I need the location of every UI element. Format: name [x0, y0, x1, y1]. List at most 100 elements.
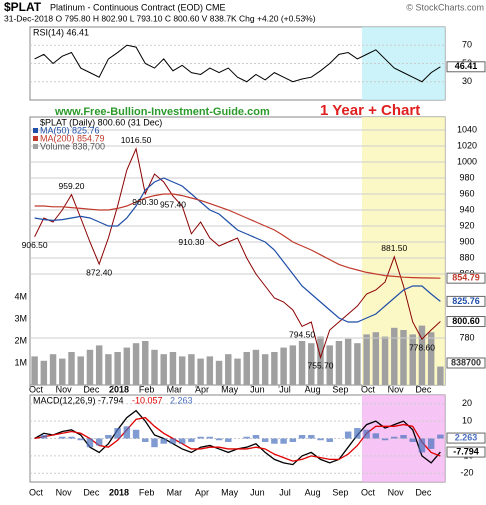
legend-item: $PLAT (Daily) 800.60 (31 Dec) — [40, 117, 162, 127]
volume-bar — [400, 330, 407, 385]
x-tick-label: Oct — [361, 487, 376, 497]
legend-item: -7.794 — [98, 395, 124, 405]
histogram-bar — [252, 435, 260, 439]
histogram-bar — [427, 438, 435, 449]
x-tick-label: Apr — [195, 384, 209, 394]
histogram-bar — [298, 435, 306, 439]
y-tick-label: 780 — [459, 332, 474, 342]
volume-bar — [215, 360, 223, 385]
volume-bar — [95, 345, 103, 385]
y-tick-label: 980 — [459, 172, 474, 182]
x-tick-label: Jul — [279, 384, 291, 394]
value-box — [446, 432, 486, 444]
value-box — [446, 316, 486, 328]
histogram-bar — [68, 436, 75, 439]
histogram-bar — [114, 428, 121, 439]
legend-item: Volume 838,700 — [40, 141, 105, 151]
histogram-bar — [151, 438, 158, 448]
histogram-bar — [169, 438, 177, 444]
x-tick-label: Sep — [332, 384, 348, 394]
volume-bar — [427, 332, 435, 385]
histogram-bar — [271, 438, 278, 444]
histogram-bar — [95, 438, 103, 446]
symbol: $PLAT — [4, 0, 42, 14]
x-tick-label: 2018 — [109, 384, 129, 394]
volume-bar — [243, 352, 250, 385]
x-tick-label: Aug — [305, 487, 321, 497]
x-tick-label: Jul — [279, 487, 291, 497]
x-tick-label: May — [221, 487, 239, 497]
histogram-bar — [317, 438, 324, 441]
volume-bar — [114, 352, 121, 385]
value-label: 46.41 — [455, 61, 478, 71]
volume-bar — [160, 354, 167, 385]
volume-bar — [68, 352, 75, 385]
source: © StockCharts.com — [406, 2, 484, 12]
legend-swatch — [33, 144, 38, 149]
volume-bar — [40, 360, 48, 385]
annotation: 910.30 — [178, 237, 204, 247]
y-tick-label: 70 — [462, 40, 472, 50]
line — [34, 147, 441, 360]
legend-item: MA(200) 854.79 — [40, 133, 105, 143]
watermark: www.Free-Bullion-Investment-Guide.com — [54, 106, 270, 118]
volume-bar — [271, 352, 278, 385]
value-box — [446, 357, 486, 369]
volume-bar — [31, 356, 38, 385]
histogram-bar — [280, 438, 287, 444]
volume-bar — [234, 358, 241, 385]
histogram-bar — [178, 438, 186, 444]
line — [34, 44, 441, 83]
histogram-bar — [372, 433, 380, 439]
volume-tick-label: 2M — [14, 335, 27, 345]
volume-bar — [391, 327, 398, 385]
y-tick-label: 940 — [459, 204, 474, 214]
volume-bar — [132, 343, 140, 385]
volume-bar — [308, 343, 315, 385]
volume-bar — [289, 345, 297, 385]
x-tick-label: Oct — [361, 384, 376, 394]
value-label: 2.263 — [455, 432, 478, 442]
annotation: 872.40 — [86, 267, 112, 277]
value-label: 838700 — [451, 357, 481, 367]
value-label: 800.60 — [452, 316, 480, 326]
volume-bar — [317, 336, 324, 385]
panel-title: MACD(12,26,9) — [33, 395, 96, 405]
volume-bar — [151, 349, 158, 385]
annotation: 794.50 — [289, 330, 315, 340]
line — [34, 416, 441, 462]
volume-bar — [335, 341, 343, 385]
annotation: 881.50 — [381, 243, 407, 253]
volume-bar — [372, 332, 380, 385]
histogram-bar — [243, 436, 250, 439]
volume-bar — [280, 347, 287, 385]
legend-item: MA(50) 825.76 — [40, 125, 100, 135]
histogram-bar — [326, 438, 333, 442]
histogram-bar — [105, 435, 112, 439]
volume-bar — [86, 349, 94, 385]
x-tick-label: Dec — [83, 487, 100, 497]
volume-tick-label: 3M — [14, 313, 27, 323]
annotation: 957.40 — [160, 199, 186, 209]
volume-bar — [298, 341, 306, 385]
histogram-bar — [77, 438, 84, 441]
legend-item: -10.057 — [132, 395, 163, 405]
watermark-red: 1 Year + Chart — [320, 102, 420, 119]
x-tick-label: Sep — [332, 487, 348, 497]
histogram-bar — [197, 436, 204, 439]
histogram-bar — [59, 436, 66, 439]
description: Platinum - Continuous Contract (EOD) CME — [50, 2, 226, 12]
line — [34, 177, 441, 323]
volume-bar — [418, 325, 426, 385]
x-tick-label: Jun — [250, 384, 265, 394]
histogram-bar — [132, 429, 140, 439]
histogram-bar — [123, 426, 131, 439]
volume-bar — [142, 341, 149, 385]
histogram-bar — [308, 435, 315, 439]
histogram-bar — [409, 438, 416, 442]
volume-bar — [123, 347, 131, 385]
x-tick-label: Feb — [139, 487, 155, 497]
volume-bar — [49, 354, 57, 385]
value-box — [446, 61, 486, 73]
